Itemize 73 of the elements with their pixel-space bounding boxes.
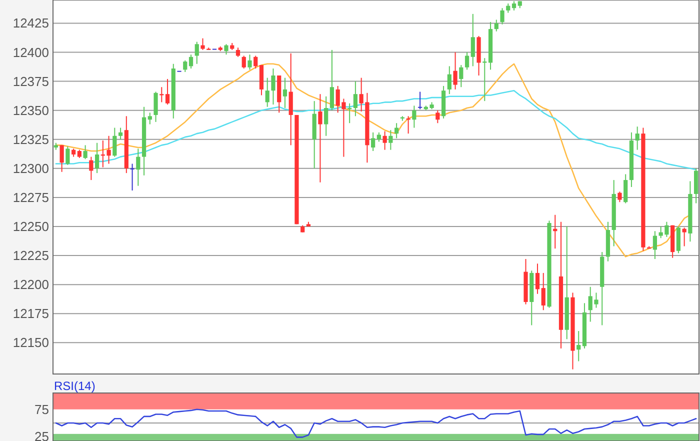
candlestick xyxy=(464,52,470,70)
candlestick xyxy=(694,168,698,204)
candlestick xyxy=(242,55,246,70)
candlestick xyxy=(618,191,622,203)
y-tick-label: 12325 xyxy=(12,132,49,147)
candlestick xyxy=(66,146,70,166)
y-tick-label: 12225 xyxy=(12,248,49,264)
candlestick xyxy=(470,13,475,67)
candlestick xyxy=(136,148,140,186)
candlestick xyxy=(183,60,188,73)
y-tick-label: 12300 xyxy=(12,160,49,176)
candlestick xyxy=(83,144,88,160)
candlestick xyxy=(382,130,387,150)
candlestick xyxy=(200,38,205,50)
candlestick xyxy=(459,64,464,88)
candlestick xyxy=(388,130,393,150)
candlestick xyxy=(282,77,288,109)
candlestick xyxy=(635,126,640,150)
candlestick xyxy=(130,163,134,191)
candlestick xyxy=(353,80,358,117)
candlestick xyxy=(576,330,581,362)
candlestick xyxy=(406,116,410,134)
candlestick xyxy=(60,144,64,172)
candlestick xyxy=(652,230,658,260)
candlestick xyxy=(453,52,458,90)
y-tick-label: 12375 xyxy=(12,74,49,89)
y-tick-label: 12425 xyxy=(12,16,49,31)
candlestick xyxy=(376,132,381,142)
candlestick xyxy=(254,55,258,70)
candlestick xyxy=(394,122,399,139)
chart-title: RSI(14) xyxy=(54,379,96,393)
y-tick-label: 12400 xyxy=(12,44,49,60)
candlestick xyxy=(506,2,510,14)
candlestick xyxy=(330,49,334,111)
candlestick xyxy=(236,47,240,58)
candlestick xyxy=(265,77,270,108)
y-tick-label: 12350 xyxy=(12,102,49,118)
candlestick xyxy=(224,44,228,56)
y-tick-label: 75 xyxy=(34,402,49,417)
y-tick-label: 12175 xyxy=(12,306,49,322)
candlestick xyxy=(418,91,422,110)
candlestick xyxy=(112,127,117,158)
candlestick xyxy=(682,227,686,247)
candlestick xyxy=(148,112,152,125)
candlestick xyxy=(118,127,123,140)
candlestick xyxy=(535,263,540,294)
candlestick xyxy=(89,156,94,181)
y-tick-label: 25 xyxy=(34,429,49,441)
y-tick-label: 12200 xyxy=(12,277,49,292)
y-tick-label: 12250 xyxy=(12,218,49,234)
candlestick xyxy=(94,142,100,174)
candlestick xyxy=(154,91,158,122)
candlestick xyxy=(165,78,170,106)
candlestick xyxy=(188,54,194,70)
candlestick xyxy=(271,68,276,106)
candlestick xyxy=(500,8,504,25)
candlestick xyxy=(412,105,416,128)
candlestick xyxy=(288,52,293,146)
y-tick-label: 12150 xyxy=(12,335,49,350)
candlestick xyxy=(436,110,440,124)
candlestick xyxy=(676,226,680,254)
candlestick xyxy=(512,0,516,11)
candlestick xyxy=(447,66,452,95)
candlestick xyxy=(541,272,546,311)
candlestick xyxy=(494,19,498,32)
candlestick xyxy=(318,94,322,183)
candlestick xyxy=(624,174,628,204)
y-tick-label: 12275 xyxy=(12,190,49,205)
candlestick xyxy=(324,96,328,136)
line-series xyxy=(55,408,697,438)
candlestick xyxy=(371,132,376,152)
candlestick xyxy=(194,41,199,64)
candlestick xyxy=(248,54,252,70)
